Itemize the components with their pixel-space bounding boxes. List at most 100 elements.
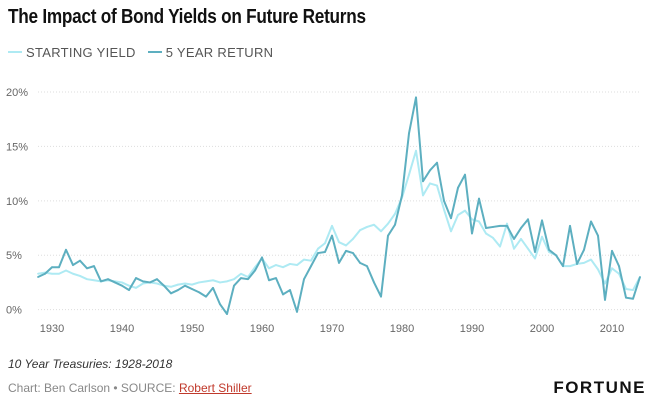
data-point [198, 291, 200, 294]
data-point [443, 199, 445, 202]
data-point [597, 268, 599, 271]
data-point [254, 269, 256, 272]
data-point [555, 254, 557, 257]
data-point [86, 267, 88, 270]
data-point [429, 182, 431, 185]
data-point [226, 280, 228, 283]
data-point [415, 96, 417, 99]
data-point [436, 184, 438, 187]
data-point [345, 244, 347, 247]
data-point [37, 276, 39, 278]
data-point [170, 285, 172, 288]
data-point [275, 277, 277, 279]
data-point [247, 278, 249, 281]
data-point [156, 278, 158, 281]
data-point [205, 280, 207, 283]
data-point [79, 259, 81, 262]
data-point [464, 173, 466, 176]
data-point [422, 194, 424, 197]
data-point [72, 272, 74, 275]
credit-text: Chart: Ben Carlson • SOURCE: [8, 381, 179, 395]
data-point [352, 252, 354, 254]
data-point [107, 278, 109, 281]
data-point [58, 272, 60, 275]
data-point [366, 226, 368, 228]
data-point [422, 180, 424, 183]
y-axis-tick-labels: 0% 5% 10% 15% 20% [6, 87, 28, 317]
data-point [184, 282, 186, 285]
data-point [394, 212, 396, 215]
data-point [93, 279, 95, 282]
data-point [450, 217, 452, 220]
data-point [233, 284, 235, 287]
data-point [177, 283, 179, 286]
data-point [583, 261, 585, 264]
data-point [597, 234, 599, 237]
data-point [548, 248, 550, 251]
data-point [338, 261, 340, 264]
x-tick-label: 1990 [460, 323, 484, 335]
data-point [191, 283, 193, 286]
data-point [408, 173, 410, 176]
data-point [625, 288, 627, 290]
data-point [464, 209, 466, 212]
series-1 [37, 96, 641, 315]
data-point [471, 232, 473, 235]
series-line-0 [37, 149, 641, 292]
data-point [163, 284, 165, 287]
data-point [72, 264, 74, 266]
data-point [478, 197, 480, 200]
data-point [93, 265, 95, 268]
data-point [212, 279, 214, 282]
data-point [240, 277, 242, 279]
data-point [142, 280, 144, 283]
data-point [324, 251, 326, 253]
data-point [359, 229, 361, 232]
grid-lines [38, 91, 640, 311]
data-point [296, 264, 298, 266]
data-point [527, 247, 529, 250]
data-point [583, 248, 585, 251]
series-lines [37, 96, 641, 315]
legend-swatch-5-year-return [147, 51, 162, 53]
data-point [219, 281, 221, 284]
data-point [541, 235, 543, 238]
data-point [268, 267, 270, 270]
x-tick-label: 1940 [110, 323, 134, 335]
x-tick-label: 1950 [180, 323, 204, 335]
data-point [345, 249, 347, 252]
data-point [51, 266, 53, 269]
data-point [310, 265, 312, 268]
data-point [296, 310, 298, 313]
data-point [457, 186, 459, 189]
legend-label-5-year-return: 5 YEAR RETURN [165, 44, 274, 60]
data-point [100, 280, 102, 283]
data-point [415, 149, 417, 152]
data-point [569, 224, 571, 227]
data-point [156, 282, 158, 285]
data-point [499, 224, 501, 227]
data-point [352, 238, 354, 240]
data-point [331, 234, 333, 237]
data-point [44, 272, 46, 275]
data-point [135, 286, 137, 289]
data-point [303, 278, 305, 281]
data-point [562, 265, 564, 268]
legend: STARTING YIELD 5 YEAR RETURN [8, 44, 285, 60]
source-link[interactable]: Robert Shiller [178, 381, 252, 395]
data-point [338, 241, 340, 244]
data-point [590, 258, 592, 261]
data-point [191, 288, 193, 290]
data-point [604, 298, 606, 301]
data-point [128, 284, 130, 287]
data-point [632, 289, 634, 291]
data-point [380, 295, 382, 298]
data-point [282, 266, 284, 269]
data-point [492, 236, 494, 239]
series-line-1 [37, 96, 641, 315]
legend-item-5-year-return: 5 YEAR RETURN [147, 44, 274, 60]
line-chart: 0%5%10%15%20% 1930 1940 1950 1960 1970 1980 19… [6, 87, 641, 335]
data-point [212, 286, 214, 289]
data-point [289, 263, 291, 265]
data-point [219, 303, 221, 306]
